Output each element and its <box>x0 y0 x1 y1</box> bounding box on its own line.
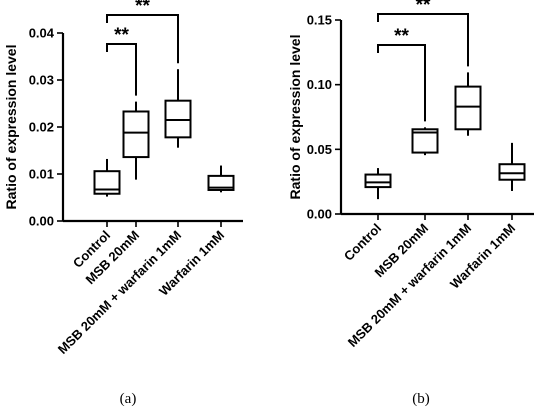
y-tick-label: 0.04 <box>29 26 55 41</box>
box-plot <box>164 69 192 148</box>
y-tick-label: 0.01 <box>29 167 54 182</box>
iqr-box <box>207 174 235 191</box>
y-axis-label: Ratio of expression level <box>3 45 19 210</box>
box-plot <box>207 165 235 193</box>
panel-label: (b) <box>412 391 430 407</box>
box-plot <box>122 101 150 180</box>
y-tick-label: 0.03 <box>29 73 54 88</box>
significance-label: ** <box>114 25 129 46</box>
x-category-label: Control <box>341 221 384 264</box>
y-axis-label: Ratio of expression level <box>287 35 303 200</box>
significance-bracket <box>377 13 469 67</box>
significance-bracket <box>106 43 137 96</box>
box-plot <box>93 158 121 197</box>
panel-b: 0.00 0.05 0.10 0.15 Ratio of expression leve… <box>287 0 534 407</box>
significance-label: ** <box>135 0 150 17</box>
panel-a: 0.00 0.01 0.02 0.03 0.04 Ratio of expression … <box>3 0 243 407</box>
significance-bracket <box>106 14 179 64</box>
significance-label: ** <box>394 26 409 47</box>
iqr-box <box>498 163 526 181</box>
box-plot <box>411 127 439 156</box>
box-plot <box>454 72 482 136</box>
significance-label: ** <box>416 0 431 16</box>
iqr-box <box>454 85 482 131</box>
y-tick-label: 0.05 <box>307 142 332 157</box>
y-tick-label: 0.00 <box>29 214 54 229</box>
iqr-box <box>411 128 439 154</box>
y-tick-label: 0.00 <box>307 207 332 222</box>
iqr-box <box>364 173 392 189</box>
significance-bracket <box>377 44 426 122</box>
box-plot <box>498 142 526 191</box>
y-tick-label: 0.02 <box>29 120 54 135</box>
box-plot <box>364 168 392 200</box>
iqr-box <box>93 170 121 195</box>
panel-label: (a) <box>120 391 137 407</box>
y-tick-label: 0.10 <box>307 77 332 92</box>
y-tick-label: 0.15 <box>307 13 332 28</box>
iqr-box <box>122 110 150 159</box>
